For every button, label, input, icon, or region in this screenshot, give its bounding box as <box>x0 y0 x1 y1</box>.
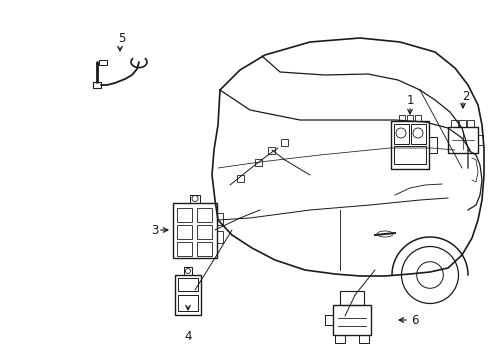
Bar <box>466 120 473 127</box>
Bar <box>393 124 408 144</box>
Bar <box>175 275 201 315</box>
Bar <box>398 115 404 121</box>
Bar <box>450 120 457 127</box>
Bar <box>173 202 217 257</box>
Bar <box>414 115 420 121</box>
Bar <box>406 115 412 121</box>
Bar <box>410 124 425 144</box>
Bar <box>267 147 274 153</box>
Bar <box>280 139 287 145</box>
Text: 2: 2 <box>461 90 469 103</box>
Bar <box>334 335 345 343</box>
Bar <box>332 305 370 335</box>
Bar <box>428 137 436 153</box>
Bar <box>217 230 223 243</box>
Bar <box>447 127 477 153</box>
Bar <box>178 278 198 291</box>
Bar <box>178 295 198 311</box>
Bar <box>177 225 192 239</box>
Bar <box>197 207 212 221</box>
Text: 6: 6 <box>410 314 418 327</box>
Bar <box>217 212 223 225</box>
Bar <box>393 146 425 164</box>
Bar <box>197 225 212 239</box>
Bar <box>358 335 368 343</box>
Bar <box>99 60 107 65</box>
Bar <box>177 207 192 221</box>
Bar <box>339 291 363 305</box>
Bar <box>236 175 243 181</box>
Text: 4: 4 <box>184 329 191 342</box>
Text: 5: 5 <box>118 32 125 45</box>
Text: 3: 3 <box>151 224 159 237</box>
Text: 1: 1 <box>406 94 413 107</box>
Bar <box>197 242 212 256</box>
Bar <box>93 82 101 88</box>
Bar <box>458 120 465 127</box>
Bar <box>254 158 261 166</box>
Bar <box>390 121 428 169</box>
Bar <box>177 242 192 256</box>
